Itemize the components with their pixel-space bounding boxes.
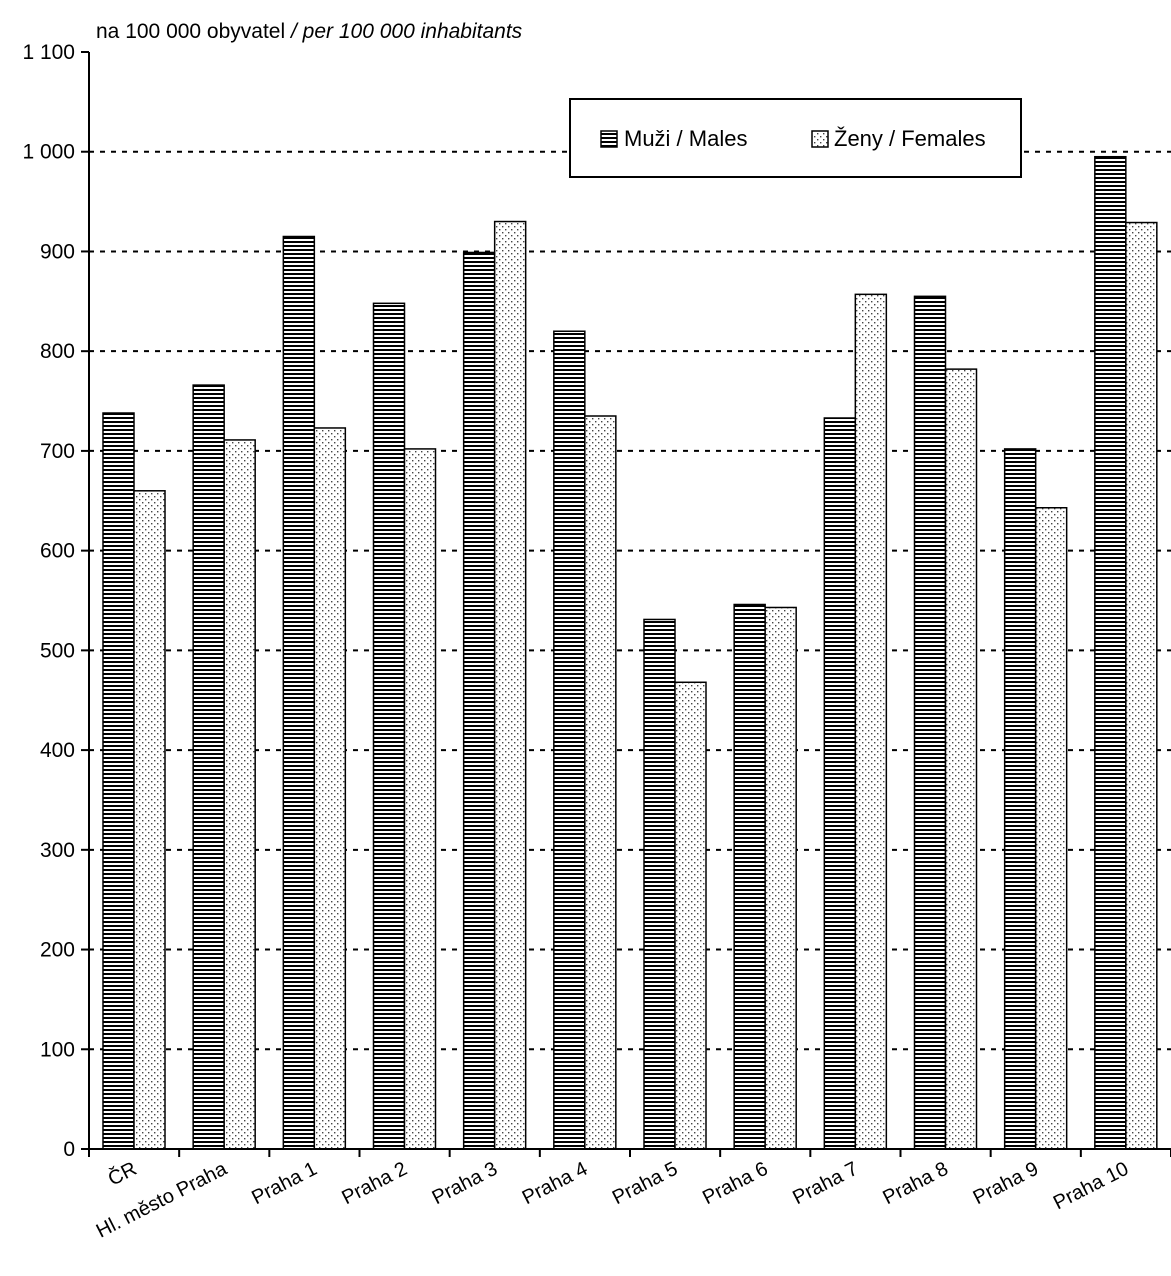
y-tick-label: 400 [40,739,75,762]
x-tick-label: Praha 7 [789,1158,861,1209]
bar-females [584,415,617,1150]
grid-lines [89,150,1171,1051]
legend-swatch-males [600,130,618,148]
bar-females [1034,507,1068,1150]
bar-males [192,384,225,1150]
bar-males [462,251,496,1150]
bar-females [764,606,797,1150]
y-tick-label: 0 [63,1138,75,1161]
y-tick-label: 500 [40,639,75,662]
y-tick-label: 800 [40,340,75,363]
bar-males [1094,155,1127,1150]
bar-females [403,448,437,1150]
bar-males [282,235,316,1150]
legend-label-females: Ženy / Females [834,126,986,151]
bars [102,155,1158,1150]
x-tick-label: Praha 9 [970,1158,1042,1209]
bar-females [854,293,888,1150]
unit-label-en: / per 100 000 inhabitants [289,20,523,43]
bar-males [372,302,406,1150]
bar-females [223,439,256,1150]
x-tick-label: Praha 3 [429,1158,501,1209]
x-tick-label: Praha 6 [699,1158,771,1209]
bar-females [1125,221,1158,1150]
bar-males [1003,448,1037,1150]
y-tick-label: 200 [40,939,75,962]
bar-females [674,681,707,1150]
y-tick-label: 600 [40,540,75,563]
legend: Muži / Males Ženy / Females [569,98,1022,178]
y-tick-label: 700 [40,440,75,463]
x-tick-label: Praha 1 [248,1158,320,1209]
y-tick-label: 300 [40,839,75,862]
legend-swatch-females [811,130,829,148]
x-tick-label: Praha 4 [519,1158,591,1209]
bar-females [493,220,527,1150]
bar-males [643,618,676,1150]
x-tick-label: ČR [104,1157,140,1191]
y-tick-label: 900 [40,240,75,263]
bar-females [944,368,978,1150]
legend-label-males: Muži / Males [624,126,747,151]
y-tick-label: 1 000 [22,141,75,164]
bar-males [913,295,947,1150]
y-tick-label: 100 [40,1038,75,1061]
bar-males [102,412,135,1150]
unit-label-cs: na 100 000 obyvatel [96,20,285,43]
x-tick-label: Praha 2 [338,1158,410,1209]
y-tick-label: 1 100 [22,41,75,64]
bar-females [313,427,347,1150]
bar-males [553,330,586,1150]
x-tick-label: Praha 10 [1050,1158,1132,1214]
axes [81,51,1171,1157]
bar-males [823,417,857,1150]
unit-label: na 100 000 obyvatel / per 100 000 inhabi… [96,20,523,43]
bar-males [733,603,766,1150]
bar-females [133,490,166,1150]
x-tick-label: Praha 5 [609,1158,681,1209]
x-tick-label: Praha 8 [879,1158,951,1209]
y-axis-labels: 0 100 200 300 400 500 600 700 800 900 1 000 1 100 [22,41,75,1161]
legend-box [569,98,1022,178]
